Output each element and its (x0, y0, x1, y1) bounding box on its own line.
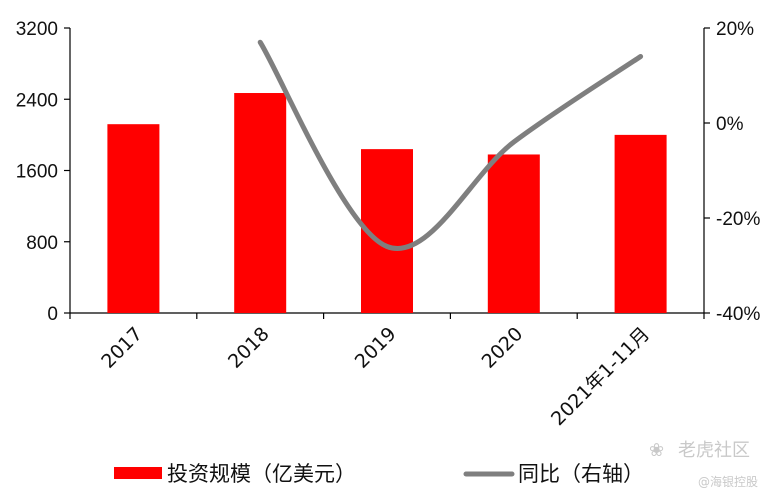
category-label: 2017 (97, 323, 147, 373)
right-axis-ticks: -40% -20% 0% 20% (704, 19, 760, 325)
category-label: 2020 (478, 323, 528, 373)
legend-bar-swatch (114, 467, 162, 479)
legend: 投资规模（亿美元） 同比（右轴） (114, 462, 644, 486)
bar-series (107, 93, 667, 313)
category-label: 2019 (351, 323, 401, 373)
category-label: 2021年1-11月 (547, 323, 654, 430)
bar (487, 154, 540, 313)
yoy-line (257, 39, 644, 251)
right-tick-label: -40% (716, 304, 760, 325)
right-tick-label: 20% (716, 19, 754, 40)
watermark: ❀ 老虎社区 @海银控股 (649, 440, 758, 489)
left-tick-label: 2400 (16, 90, 58, 111)
left-axis-ticks: 0 800 1600 2400 3200 (16, 19, 70, 325)
left-tick-label: 1600 (16, 162, 58, 183)
left-tick-label: 800 (26, 233, 58, 254)
bar (234, 93, 287, 313)
bar (614, 134, 667, 313)
category-labels: 2017 2018 2019 2020 2021年1-11月 (69, 313, 705, 430)
watermark-logo-icon: ❀ (649, 440, 664, 461)
bar (107, 124, 160, 313)
right-tick-label: -20% (716, 209, 760, 230)
watermark-text: 老虎社区 (678, 440, 750, 461)
left-tick-label: 3200 (16, 19, 58, 40)
watermark-subtext: @海银控股 (698, 474, 758, 489)
legend-bar-label: 投资规模（亿美元） (167, 462, 356, 486)
category-label: 2018 (224, 323, 274, 373)
legend-line-label: 同比（右轴） (518, 462, 644, 486)
line-series (257, 39, 644, 251)
right-tick-label: 0% (716, 114, 744, 135)
left-tick-label: 0 (47, 304, 58, 325)
